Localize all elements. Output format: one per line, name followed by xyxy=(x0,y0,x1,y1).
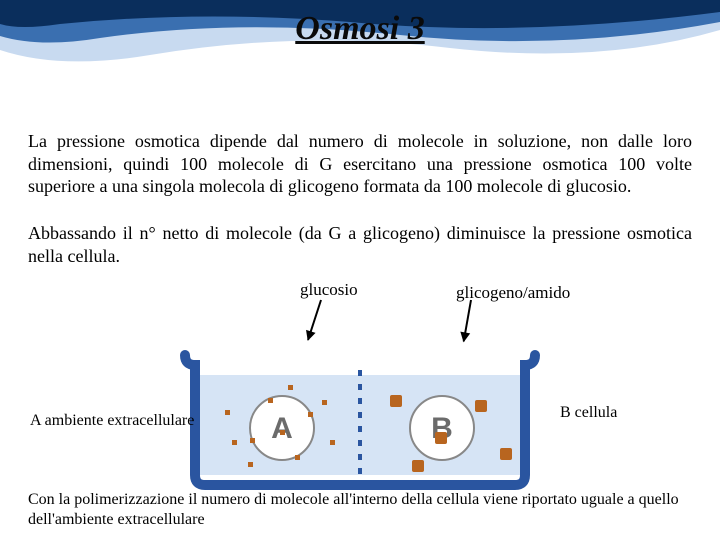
label-left-side: A ambiente extracellulare xyxy=(30,412,194,430)
arrow-glycogen xyxy=(463,300,472,342)
svg-text:A: A xyxy=(271,412,293,445)
beaker-svg: A B xyxy=(180,340,540,490)
slide-title: Osmosi 3 xyxy=(0,10,720,48)
footer-paragraph: Con la polimerizzazione il numero di mol… xyxy=(28,490,692,530)
arrow-glucose xyxy=(307,300,322,341)
osmosis-diagram: A B xyxy=(180,300,540,490)
paragraph-1: La pressione osmotica dipende dal numero… xyxy=(28,130,692,198)
label-glycogen: glicogeno/amido xyxy=(456,283,570,303)
paragraph-2: Abbassando il n° netto di molecole (da G… xyxy=(28,222,692,267)
label-glucose: glucosio xyxy=(300,280,358,300)
label-right-side: B cellula xyxy=(560,404,617,422)
